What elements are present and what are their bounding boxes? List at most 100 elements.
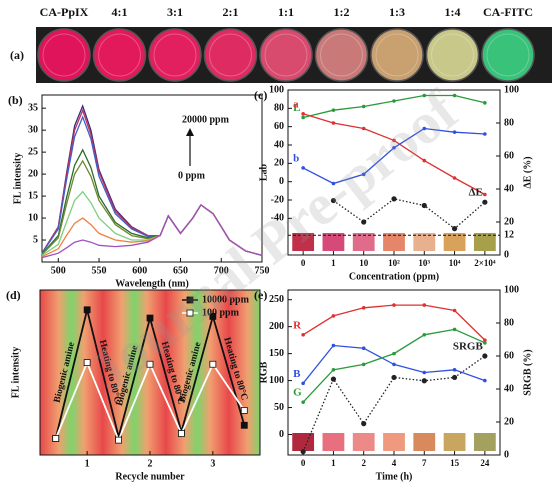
point	[483, 378, 487, 383]
point	[178, 430, 185, 437]
color-swatch	[383, 433, 405, 451]
y2-tick-label: 0	[504, 249, 509, 260]
point	[483, 338, 487, 342]
point	[301, 381, 305, 386]
x-axis-label: Time (h)	[376, 471, 413, 482]
y-tick-label: 150	[269, 348, 284, 359]
point	[331, 368, 336, 372]
point	[330, 376, 337, 382]
plot-frame	[287, 289, 501, 456]
point	[301, 332, 305, 337]
y-tick-label: 80	[274, 103, 284, 114]
point	[421, 202, 427, 209]
y-axis-label: FL intensity	[12, 153, 23, 204]
point	[482, 353, 488, 359]
point	[451, 374, 458, 381]
point	[483, 101, 487, 105]
color-swatch	[352, 233, 375, 251]
series-label: SRGB	[453, 341, 484, 353]
y-tick-label: 15	[28, 190, 38, 201]
y2-tick-label: 0	[504, 449, 509, 460]
point	[421, 378, 427, 384]
point	[83, 359, 91, 367]
point	[392, 145, 396, 150]
x-tick-label: 2×10⁴	[474, 258, 496, 268]
panel-label: (e)	[254, 288, 267, 302]
point	[301, 166, 305, 170]
dish	[259, 28, 313, 82]
dish-rim	[153, 33, 197, 77]
dish-label: 1:2	[334, 5, 350, 19]
point	[422, 332, 427, 337]
series-line	[302, 304, 486, 341]
series-label: ΔE	[469, 187, 483, 199]
panel-label: (b)	[8, 93, 23, 107]
color-swatch	[473, 433, 496, 451]
panel-label: (d)	[6, 288, 21, 302]
dish-label: 2:1	[223, 5, 239, 19]
color-swatch	[473, 233, 496, 251]
point	[240, 407, 248, 414]
y2-axis-label: SRGB (%)	[522, 349, 533, 395]
dish-label: 4:1	[112, 5, 128, 19]
point	[361, 219, 367, 225]
y-tick-label: 100	[269, 84, 284, 95]
series-label: a	[293, 98, 299, 110]
y2-tick-label: 20	[504, 216, 514, 227]
dish-label: CA-FITC	[483, 5, 533, 19]
point	[483, 341, 487, 345]
y-tick-label: 50	[274, 402, 284, 413]
y-tick-label: 0	[279, 429, 284, 440]
y2-tick-label: 40	[504, 383, 514, 394]
x-axis-label: Concentration (ppm)	[349, 271, 439, 282]
point	[482, 199, 488, 205]
dish	[370, 28, 424, 82]
x-tick-label: 1	[331, 258, 336, 268]
point	[422, 158, 427, 163]
point	[331, 343, 336, 348]
series-label: L	[293, 102, 300, 114]
point	[331, 181, 336, 186]
plot-frame	[41, 94, 263, 263]
x-tick-label: 10²	[388, 258, 400, 268]
legend-label: 100 ppm	[202, 307, 240, 318]
color-swatch	[292, 233, 315, 251]
y2-axis-label: ΔE (%)	[522, 156, 533, 188]
point	[361, 126, 366, 131]
legend-marker	[186, 296, 194, 304]
dish-label: CA-PpIX	[40, 5, 89, 19]
y-tick-label: -20	[271, 194, 284, 205]
x-tick-label: 1	[331, 458, 336, 468]
y-axis-label: RGB	[258, 361, 269, 383]
dish-label: 1:4	[445, 5, 461, 19]
y-tick-label: 40	[274, 139, 284, 150]
y-tick-label: 200	[269, 321, 284, 332]
x-tick-label: 1	[85, 458, 90, 469]
point	[361, 305, 366, 310]
dish	[203, 28, 258, 82]
x-tick-label: 10³	[418, 258, 430, 268]
x-tick-label: 10⁴	[449, 258, 461, 268]
arrow-head	[186, 128, 194, 136]
x-tick-label: 0	[301, 258, 306, 268]
x-tick-label: 4	[392, 458, 397, 468]
color-swatch	[322, 433, 345, 451]
y-axis-label: FL intensity	[10, 347, 21, 398]
color-swatch	[443, 233, 466, 251]
y-tick-label: 30	[28, 124, 38, 135]
y-tick-label: 10	[28, 212, 38, 223]
point	[301, 115, 305, 120]
dish-label: 1:1	[278, 5, 294, 19]
point	[146, 360, 154, 368]
point	[146, 314, 154, 322]
point	[451, 226, 458, 232]
series-line	[41, 203, 263, 259]
dish-label: 1:3	[389, 5, 405, 19]
point	[392, 303, 396, 307]
x-tick-label: 2	[361, 458, 366, 468]
point	[301, 112, 305, 116]
series-line	[333, 198, 486, 230]
dish-rim	[209, 33, 252, 77]
